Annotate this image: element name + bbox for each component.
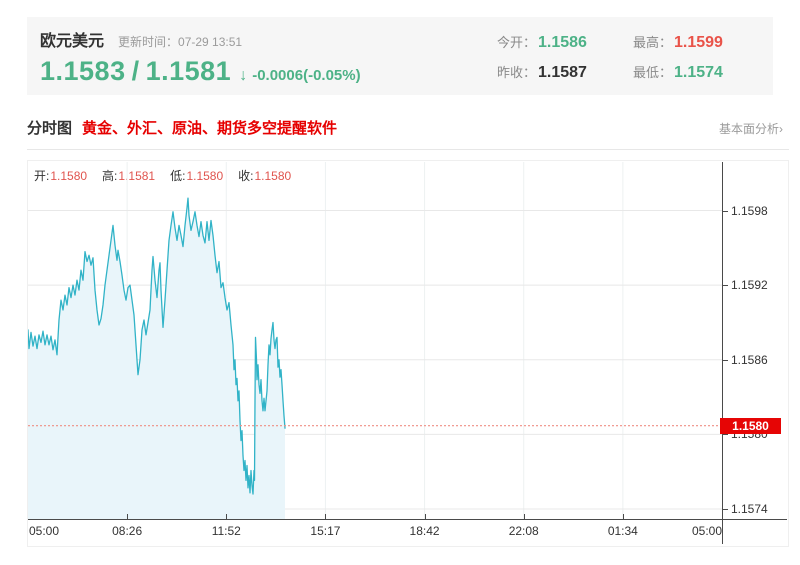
ohlc-low: 低:1.1580 [170,169,224,183]
y-axis-label: 1.1592 [731,278,768,293]
x-axis-line [28,519,787,520]
bid-price: 1.1583 [40,56,126,86]
ohlc-close: 收:1.1580 [238,169,292,183]
ask-price: 1.1581 [145,56,232,86]
stat-high: 最高： 1.1599 [633,34,723,51]
chart-tab-bar: 分时图 黄金、外汇、原油、期货多空提醒软件 基本面分析› [27,117,783,138]
stat-low: 最低： 1.1574 [633,64,723,81]
tab-time-chart[interactable]: 分时图 [27,120,73,137]
price-line-chart[interactable] [28,162,722,519]
current-price-badge: 1.1580 [720,417,781,434]
stat-open: 今开： 1.1586 [497,34,587,51]
quote-header: 欧元美元 更新时间：07-29 13:51 1.1583 / 1.1581 ↓ … [27,17,773,95]
y-axis-line [722,162,723,544]
update-time: 更新时间：07-29 13:51 [118,35,243,49]
y-axis-tick [722,434,728,436]
quote-header-left: 欧元美元 更新时间：07-29 13:51 1.1583 / 1.1581 ↓ … [40,27,361,87]
y-axis-tick [722,210,728,212]
price-separator: / [131,56,140,86]
chart-container: 开:1.1580 高:1.1581 低:1.1580 收:1.1580 1.15… [27,160,789,547]
fundamental-analysis-link[interactable]: 基本面分析› [719,122,783,136]
x-axis-tick [424,514,426,519]
x-axis-label: 01:34 [607,524,638,538]
y-axis-label: 1.1586 [731,352,768,367]
down-arrow-icon: ↓ [239,67,248,84]
x-axis-label: 05:00 [691,524,722,538]
x-axis-tick [523,514,525,519]
x-axis-label: 11:52 [211,524,241,538]
x-axis-tick [226,514,228,519]
y-axis-tick [722,359,728,361]
x-axis-tick [325,514,327,519]
x-axis-label: 08:26 [112,524,143,538]
x-axis-label: 15:17 [310,524,341,538]
ohlc-open: 开:1.1580 [34,169,88,183]
y-axis-label: 1.1598 [731,203,768,218]
x-axis-tick [127,514,129,519]
quote-stats: 今开： 1.1586 最高： 1.1599 昨收： 1.1587 最低： 1.1… [497,27,745,87]
stat-prev-close: 昨收： 1.1587 [497,64,587,81]
x-axis-tick [622,514,624,519]
pair-title: 欧元美元 [40,33,105,50]
y-axis-label: 1.1574 [731,502,768,517]
x-axis-label: 22:08 [508,524,539,538]
y-axis-tick [722,285,728,287]
tab-divider [27,149,789,150]
y-axis-tick [722,509,728,511]
promo-link[interactable]: 黄金、外汇、原油、期货多空提醒软件 [82,120,338,137]
x-axis-label: 18:42 [409,524,440,538]
x-axis-label: 05:00 [29,524,60,538]
price-change: -0.0006(-0.05%) [252,67,361,84]
